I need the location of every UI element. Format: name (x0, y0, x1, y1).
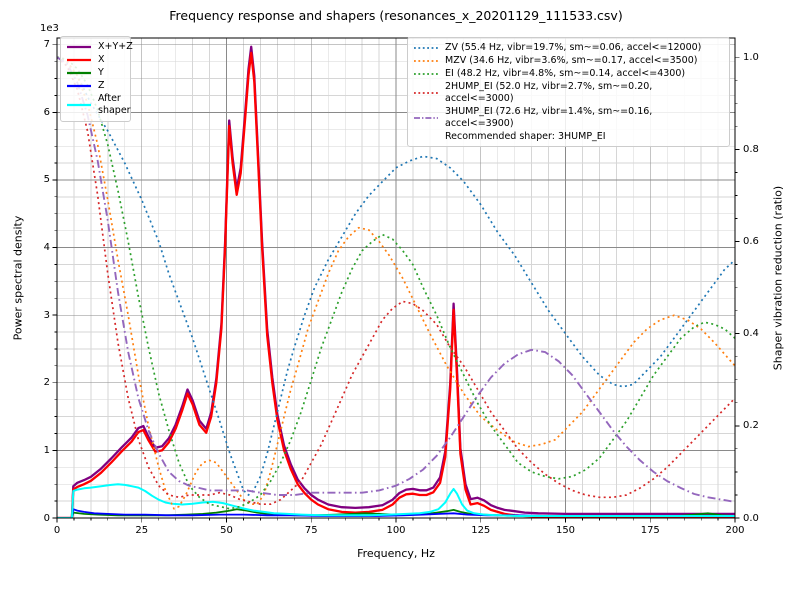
legend-item: 3HUMP_EI (72.6 Hz, vibr=1.4%, sm~=0.16, … (413, 106, 723, 130)
y-left-tick-label: 7 (43, 39, 50, 51)
legend-item: ZV (55.4 Hz, vibr=19.7%, sm~=0.06, accel… (413, 42, 723, 54)
legend-line-sample (67, 71, 91, 75)
series-zv (57, 56, 735, 496)
legend-item: 2HUMP_EI (52.0 Hz, vibr=2.7%, sm~=0.20, … (413, 81, 723, 105)
y-left-tick-label: 0 (43, 512, 50, 524)
x-tick-label: 200 (725, 525, 745, 536)
legend-shapers: ZV (55.4 Hz, vibr=19.7%, sm~=0.06, accel… (407, 37, 730, 147)
legend-item-label: Z (98, 80, 105, 91)
y-left-tick-label: 6 (43, 106, 50, 118)
x-tick-label: 150 (555, 525, 576, 536)
y-left-tick-label: 4 (43, 242, 50, 254)
y-left-tick-label: 1 (43, 444, 50, 456)
legend-item-label: X+Y+Z (98, 41, 133, 52)
y-right-tick-label: 1.0 (743, 51, 759, 63)
y-axis-right-label: Shaper vibration reduction (ratio) (771, 185, 785, 371)
legend-item: MZV (34.6 Hz, vibr=3.6%, sm~=0.17, accel… (413, 55, 723, 67)
legend-shaper-items: ZV (55.4 Hz, vibr=19.7%, sm~=0.06, accel… (413, 42, 723, 130)
legend-line-sample (414, 60, 438, 62)
legend-item: X+Y+Z (66, 41, 133, 53)
x-tick-label: 75 (304, 525, 318, 536)
legend-line-sample (67, 58, 91, 62)
legend-item-label: After shaper (98, 93, 131, 116)
series-x (57, 51, 735, 518)
x-tick-label: 125 (471, 525, 491, 536)
legend-item: EI (48.2 Hz, vibr=4.8%, sm~=0.14, accel<… (413, 68, 723, 80)
y-right-tick-label: 0.0 (743, 512, 759, 524)
legend-item: Y (66, 67, 124, 79)
x-tick-label: 100 (386, 525, 406, 536)
legend-line-sample (414, 47, 438, 49)
x-tick-label: 0 (53, 525, 61, 536)
y-left-tick-label: 5 (43, 174, 50, 186)
chart-title: Frequency response and shapers (resonanc… (169, 8, 623, 23)
legend-item: X (66, 54, 124, 66)
series-group (57, 45, 735, 518)
y-right-tick-label: 0.6 (743, 236, 759, 248)
y-right-tick-label: 0.2 (743, 420, 759, 432)
legend-item-label: X (98, 54, 105, 65)
x-axis-label: Frequency, Hz (357, 547, 435, 560)
legend-line-sample (414, 92, 438, 94)
legend-item: After shaper (66, 93, 131, 117)
y-left-tick-label: 2 (43, 377, 50, 389)
legend-line-sample (67, 103, 91, 107)
legend-item-label: MZV (34.6 Hz, vibr=3.6%, sm~=0.17, accel… (445, 55, 698, 66)
x-tick-label: 50 (220, 525, 233, 536)
legend-line-sample (414, 117, 438, 119)
legend-line-sample (67, 45, 91, 49)
x-tick-label: 175 (640, 525, 660, 536)
legend-item-label: EI (48.2 Hz, vibr=4.8%, sm~=0.14, accel<… (445, 68, 686, 79)
series-after (57, 483, 735, 518)
series-ei (57, 56, 735, 510)
series-3hump_ei (57, 56, 735, 503)
y-right-tick-label: 0.8 (743, 143, 759, 155)
tick-marks (52, 44, 740, 523)
legend-line-sample (414, 73, 438, 75)
legend-item: Z (66, 80, 124, 92)
y-axis-offset-text: 1e3 (40, 23, 59, 34)
x-tick-label: 25 (135, 525, 149, 536)
legend-psd: X+Y+Z X Y Z After shaper (60, 36, 133, 122)
recommended-shaper-note: Recommended shaper: 3HUMP_EI (445, 131, 606, 142)
y-right-tick-label: 0.4 (743, 328, 759, 340)
legend-line-sample (67, 84, 91, 88)
series-2hump_ei (57, 56, 735, 506)
y-left-tick-label: 3 (43, 309, 50, 321)
legend-item-label: Y (98, 67, 104, 78)
legend-item-label: ZV (55.4 Hz, vibr=19.7%, sm~=0.06, accel… (445, 42, 702, 53)
legend-item-label: 2HUMP_EI (52.0 Hz, vibr=2.7%, sm~=0.20, … (445, 81, 653, 104)
legend-item-label: 3HUMP_EI (72.6 Hz, vibr=1.4%, sm~=0.16, … (445, 106, 653, 129)
